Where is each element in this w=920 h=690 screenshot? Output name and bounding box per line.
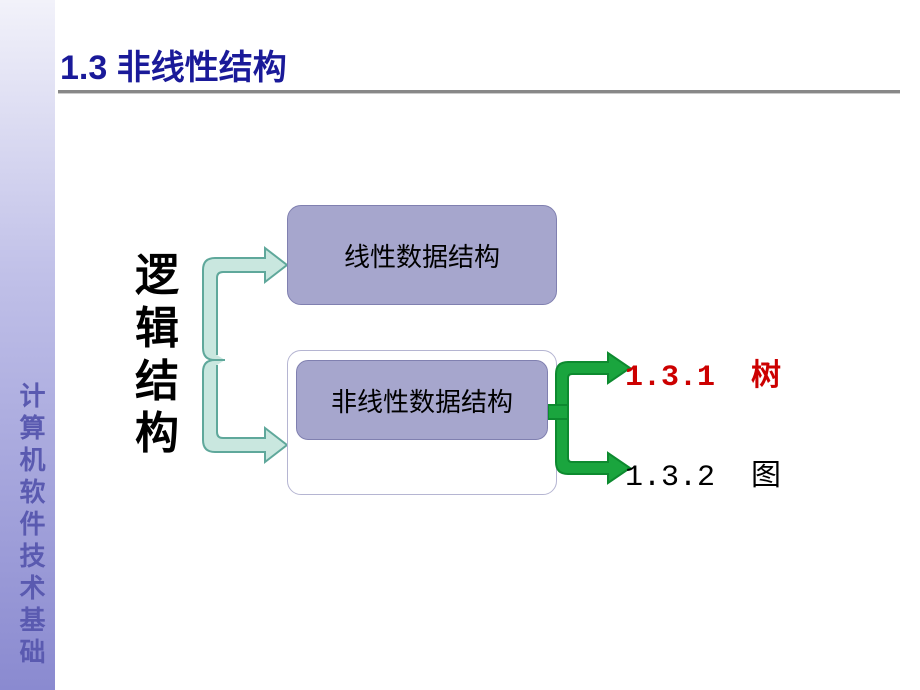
connector-left xyxy=(195,240,295,470)
leaf-tree: 1.3.1 树 xyxy=(625,350,781,395)
root-char-1: 逻 xyxy=(135,250,185,303)
node-nonlinear-label: 非线性数据结构 xyxy=(331,382,513,419)
slide-title-wrap: 1.3 非线性结构 xyxy=(60,40,287,89)
node-linear-label: 线性数据结构 xyxy=(344,237,500,274)
root-char-4: 构 xyxy=(135,408,185,461)
node-nonlinear: 非线性数据结构 xyxy=(296,360,548,440)
slide-title: 1.3 非线性结构 xyxy=(60,40,287,89)
sidebar-title: 计算机软件技术基础 xyxy=(12,382,49,670)
node-linear: 线性数据结构 xyxy=(287,205,557,305)
root-char-2: 辑 xyxy=(135,303,185,356)
title-rule xyxy=(58,90,900,94)
leaf-graph: 1.3.2 图 xyxy=(625,450,781,495)
root-label: 逻 辑 结 构 xyxy=(135,250,185,461)
root-char-3: 结 xyxy=(135,356,185,409)
sidebar: 计算机软件技术基础 xyxy=(0,0,55,690)
